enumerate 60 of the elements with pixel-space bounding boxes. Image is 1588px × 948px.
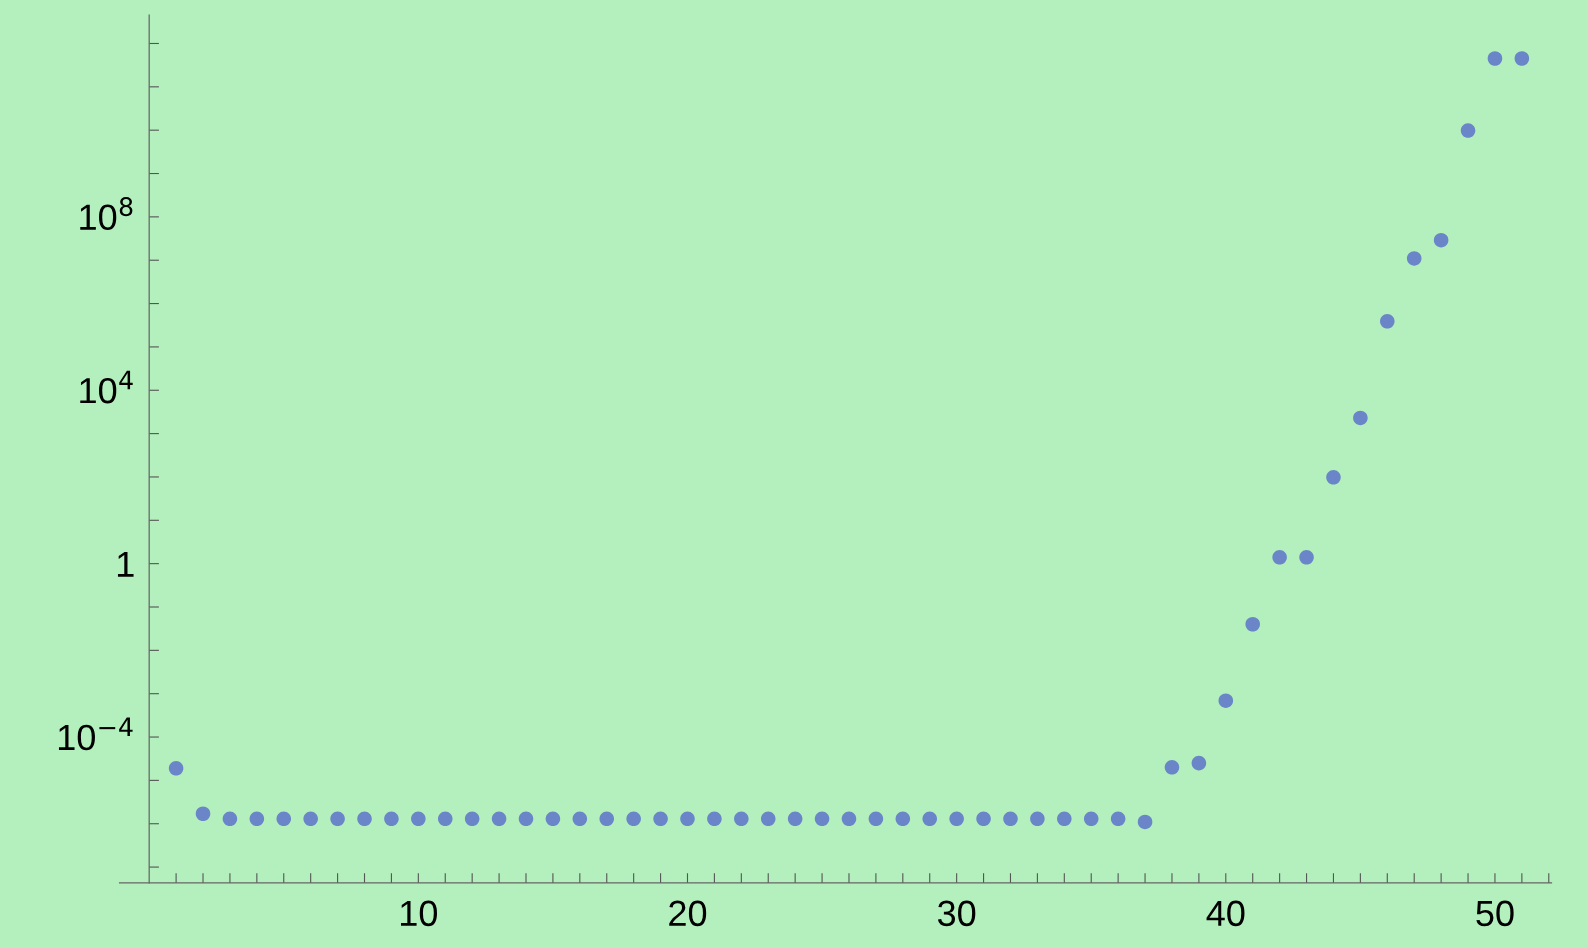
point: [1460, 123, 1476, 138]
point: [491, 811, 507, 827]
point: [249, 811, 265, 827]
y-tick-label: 1: [117, 551, 134, 577]
point: [787, 811, 803, 827]
point: [303, 811, 318, 827]
point: [1272, 550, 1287, 565]
point: [1433, 232, 1449, 248]
point: [222, 811, 238, 827]
point: [1406, 251, 1422, 266]
point: [680, 811, 695, 827]
point: [411, 811, 426, 827]
point: [545, 811, 561, 827]
point: [572, 811, 588, 827]
point: [841, 811, 857, 827]
point: [330, 811, 345, 827]
point: [437, 811, 453, 827]
point: [868, 811, 884, 827]
point: [1164, 760, 1180, 775]
point: [922, 811, 938, 827]
point: [1137, 814, 1153, 830]
x-tick-label: 30: [937, 900, 976, 927]
point: [734, 811, 749, 827]
point: [1245, 616, 1260, 632]
point: [1514, 51, 1530, 66]
x-tick-label: 50: [1476, 900, 1514, 927]
point: [653, 811, 668, 827]
point: [1083, 811, 1099, 827]
point: [1003, 811, 1018, 827]
point: [949, 811, 964, 827]
x-tick-label: 10: [401, 900, 438, 927]
point: [1057, 811, 1072, 827]
point: [1030, 811, 1045, 827]
point: [707, 811, 722, 827]
point: [1353, 410, 1368, 426]
point: [384, 811, 399, 827]
point: [1218, 693, 1234, 708]
point: [599, 811, 615, 827]
point: [895, 811, 911, 827]
point: [168, 761, 184, 776]
point: [760, 811, 776, 827]
x-tick-label: 40: [1206, 900, 1245, 927]
y-tick-label: 10$^{8}$: [80, 197, 133, 231]
point: [1380, 314, 1395, 329]
point: [814, 811, 830, 827]
point: [1487, 51, 1503, 66]
point: [518, 811, 534, 827]
point: [276, 811, 292, 827]
y-tick-label: 10$^{−4}$: [58, 717, 133, 751]
point: [464, 811, 480, 827]
point: [1326, 470, 1341, 485]
point: [1110, 811, 1126, 827]
point: [1299, 550, 1314, 565]
y-tick-label: 10$^{4}$: [80, 370, 133, 404]
point: [195, 806, 211, 822]
point: [357, 811, 372, 827]
point: [626, 811, 641, 827]
point: [1191, 755, 1207, 771]
x-tick-label: 20: [669, 900, 707, 927]
point: [976, 811, 991, 827]
